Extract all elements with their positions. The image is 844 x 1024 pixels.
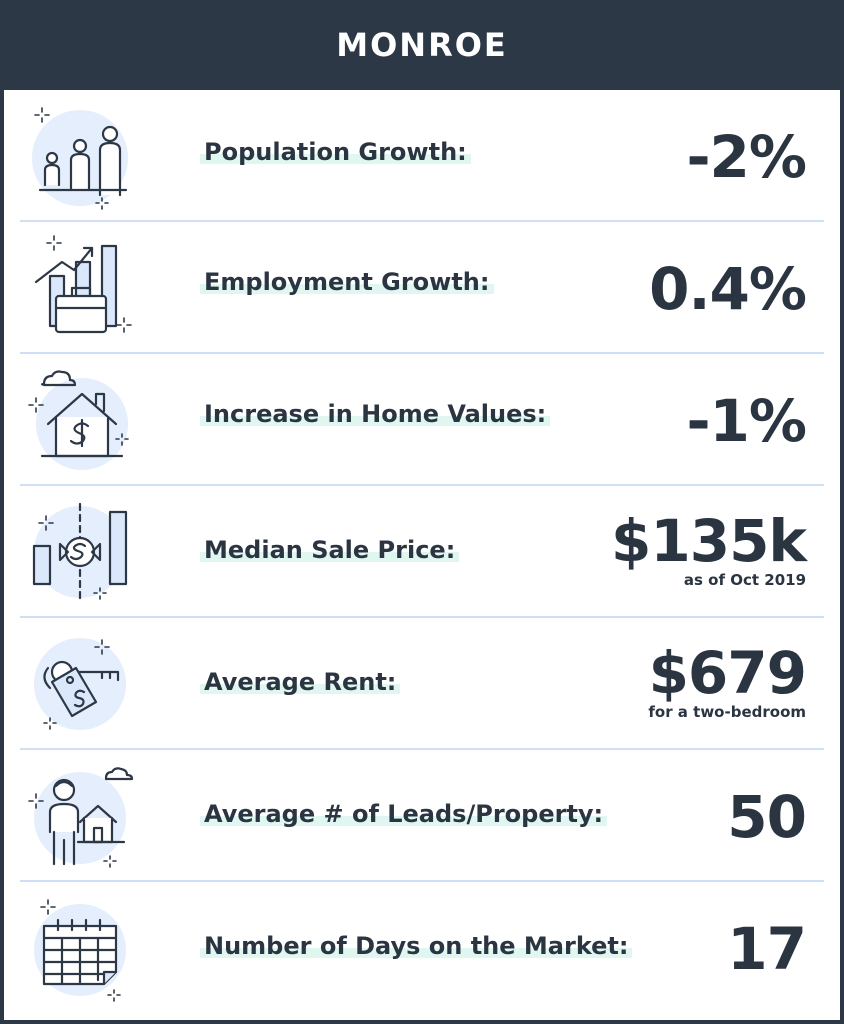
stat-row-population: Population Growth: -2%	[4, 90, 840, 222]
person-house-icon	[22, 760, 140, 872]
page-title: MONROE	[336, 26, 508, 64]
divider	[20, 616, 824, 618]
stat-label: Employment Growth:	[200, 268, 494, 296]
median-price-icon	[22, 496, 140, 608]
stat-label: Number of Days on the Market:	[200, 932, 633, 960]
stat-label: Average Rent:	[200, 668, 401, 696]
stat-row-home-values: Increase in Home Values: -1%	[4, 354, 840, 486]
stat-row-median-price: Median Sale Price: $135k as of Oct 2019	[4, 486, 840, 618]
house-dollar-icon	[22, 364, 140, 476]
divider	[20, 748, 824, 750]
stat-row-average-rent: Average Rent: $679 for a two-bedroom	[4, 618, 840, 750]
stat-note: for a two-bedroom	[648, 703, 806, 721]
stat-value: 17	[727, 915, 807, 983]
stat-label: Median Sale Price:	[200, 536, 460, 564]
stat-row-leads: Average # of Leads/Property: 50	[4, 750, 840, 882]
stat-label: Increase in Home Values:	[200, 400, 551, 428]
employment-chart-icon	[22, 232, 140, 344]
divider	[20, 880, 824, 882]
calendar-icon	[22, 892, 140, 1004]
stat-value: $135k	[611, 507, 807, 575]
header-bar: MONROE	[0, 0, 844, 90]
stat-row-days-on-market: Number of Days on the Market: 17	[4, 882, 840, 1014]
stat-row-employment: Employment Growth: 0.4%	[4, 222, 840, 354]
stat-value: 0.4%	[649, 255, 807, 323]
stat-value: 50	[727, 783, 807, 851]
stat-value: -2%	[686, 123, 807, 191]
stat-value: $679	[648, 639, 807, 707]
divider	[20, 220, 824, 222]
stat-label: Population Growth:	[200, 138, 471, 166]
divider	[20, 352, 824, 354]
key-tag-icon	[22, 628, 140, 740]
stat-note: as of Oct 2019	[683, 571, 806, 589]
divider	[20, 484, 824, 486]
stat-label: Average # of Leads/Property:	[200, 800, 608, 828]
stat-value: -1%	[686, 387, 807, 455]
family-icon	[22, 100, 140, 212]
